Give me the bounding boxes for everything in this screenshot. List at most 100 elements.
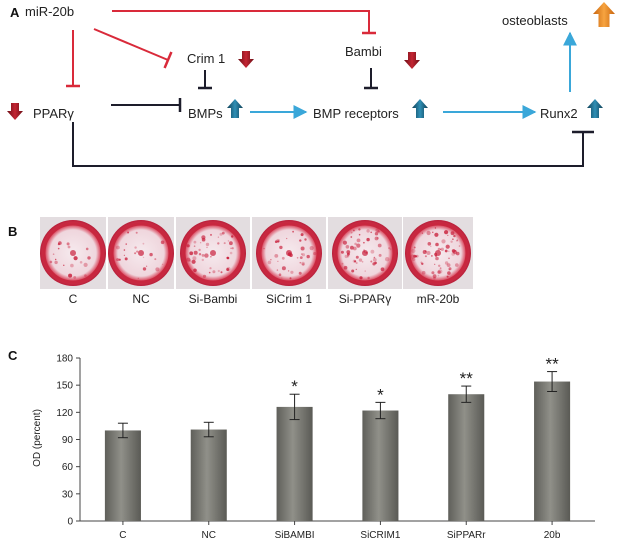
stain-spot <box>277 260 279 262</box>
inhibit-bar-crim1 <box>163 51 173 69</box>
stain-spot <box>342 240 347 245</box>
stain-spot <box>193 250 198 255</box>
stain-spot <box>432 231 434 233</box>
stain-spot <box>231 235 234 238</box>
big-up-arrow-icon-osteoblasts <box>593 2 615 27</box>
well-image <box>328 217 402 289</box>
stain-spot <box>448 268 451 271</box>
stain-center <box>286 250 292 256</box>
stain-spot <box>290 270 294 274</box>
stain-center <box>210 250 216 256</box>
stain-spot <box>212 270 216 274</box>
stain-spot <box>353 229 355 232</box>
panel-label-b: B <box>8 224 17 239</box>
significance-marker: * <box>291 377 298 396</box>
well-rim <box>407 222 469 284</box>
stain-spot <box>355 268 357 271</box>
stain-spot <box>299 256 303 259</box>
stain-spot <box>354 260 357 263</box>
stain-spot <box>201 237 206 242</box>
y-tick-label: 90 <box>62 435 74 446</box>
node-mir20b: miR-20b <box>25 4 74 19</box>
stain-spot <box>438 264 441 267</box>
stain-spot <box>206 246 208 249</box>
bar <box>104 430 141 521</box>
stain-spot <box>301 253 303 255</box>
y-tick-label: 30 <box>62 489 74 500</box>
stain-spot <box>202 274 207 278</box>
stain-spot <box>281 266 286 271</box>
pathway-diagram: miR-20b Crim 1 Bambi osteoblasts PPARγ B… <box>7 2 615 167</box>
stain-spot <box>444 261 449 265</box>
well-label-sicrim1: SiCrim 1 <box>266 292 312 306</box>
stain-spot <box>437 274 440 277</box>
x-tick-label: 20b <box>544 530 561 541</box>
stain-spot <box>439 267 442 270</box>
stain-spot <box>292 230 294 233</box>
well-label-si-ppary: Si-PPARγ <box>339 292 391 306</box>
x-tick-label: C <box>119 530 126 541</box>
stain-spot <box>188 259 192 262</box>
panel-label-a: A <box>10 5 20 20</box>
stain-spot <box>456 239 458 241</box>
well-rim <box>110 222 172 284</box>
stain-spot <box>430 245 432 247</box>
stain-spot <box>63 264 65 266</box>
stain-spot <box>343 265 348 270</box>
stain-spot <box>377 243 382 248</box>
significance-marker: ** <box>460 369 474 388</box>
stain-spot <box>438 269 443 274</box>
stain-spot <box>422 250 427 254</box>
stain-spot <box>142 256 145 259</box>
stain-spot <box>281 256 285 260</box>
node-bmps: BMPs <box>188 106 223 121</box>
stain-spot <box>227 240 230 242</box>
stain-spot <box>49 260 53 264</box>
stain-spot <box>444 249 448 253</box>
stain-spot <box>274 240 278 243</box>
stain-spot <box>146 265 148 267</box>
stain-spot <box>301 261 305 266</box>
stain-spot <box>66 242 70 246</box>
down-arrow-icon-ppary <box>7 103 23 120</box>
stain-spot <box>426 230 431 236</box>
stain-spot <box>191 259 196 264</box>
stain-spot <box>444 230 449 235</box>
stain-spot <box>432 274 437 278</box>
stain-spot <box>366 237 370 242</box>
inhibit-line-ppary-runx2 <box>72 122 584 167</box>
stain-spot <box>421 262 424 265</box>
stain-spot <box>160 240 165 245</box>
stain-spot <box>142 267 147 271</box>
stain-spot <box>221 231 225 235</box>
stain-spot <box>426 251 431 255</box>
bar <box>276 406 313 521</box>
stain-spot <box>350 245 354 250</box>
stain-spot <box>299 239 302 242</box>
stain-spot <box>189 251 194 256</box>
stain-spot <box>370 249 375 254</box>
bar <box>190 429 227 521</box>
stain-spot <box>380 267 385 272</box>
y-tick-label: 0 <box>67 517 73 528</box>
stain-spot <box>192 256 197 261</box>
y-tick-label: 180 <box>56 354 73 365</box>
well-image <box>252 217 326 289</box>
stain-spot <box>454 250 457 252</box>
well-label-mr20b: mR-20b <box>417 292 460 306</box>
stain-spot <box>411 248 416 253</box>
stain-spot <box>440 247 444 251</box>
stain-spot <box>435 242 439 247</box>
stain-spot <box>155 267 160 272</box>
stain-spot <box>277 240 280 243</box>
bar <box>448 394 485 521</box>
stain-spot <box>354 242 357 246</box>
stain-spot <box>54 260 58 265</box>
stain-spot <box>350 236 353 238</box>
stain-spot <box>67 245 71 249</box>
stain-spot <box>116 245 120 250</box>
stain-spot <box>58 241 62 245</box>
stain-spot <box>73 276 77 279</box>
stain-spot <box>230 247 232 249</box>
stain-spot <box>193 240 197 244</box>
